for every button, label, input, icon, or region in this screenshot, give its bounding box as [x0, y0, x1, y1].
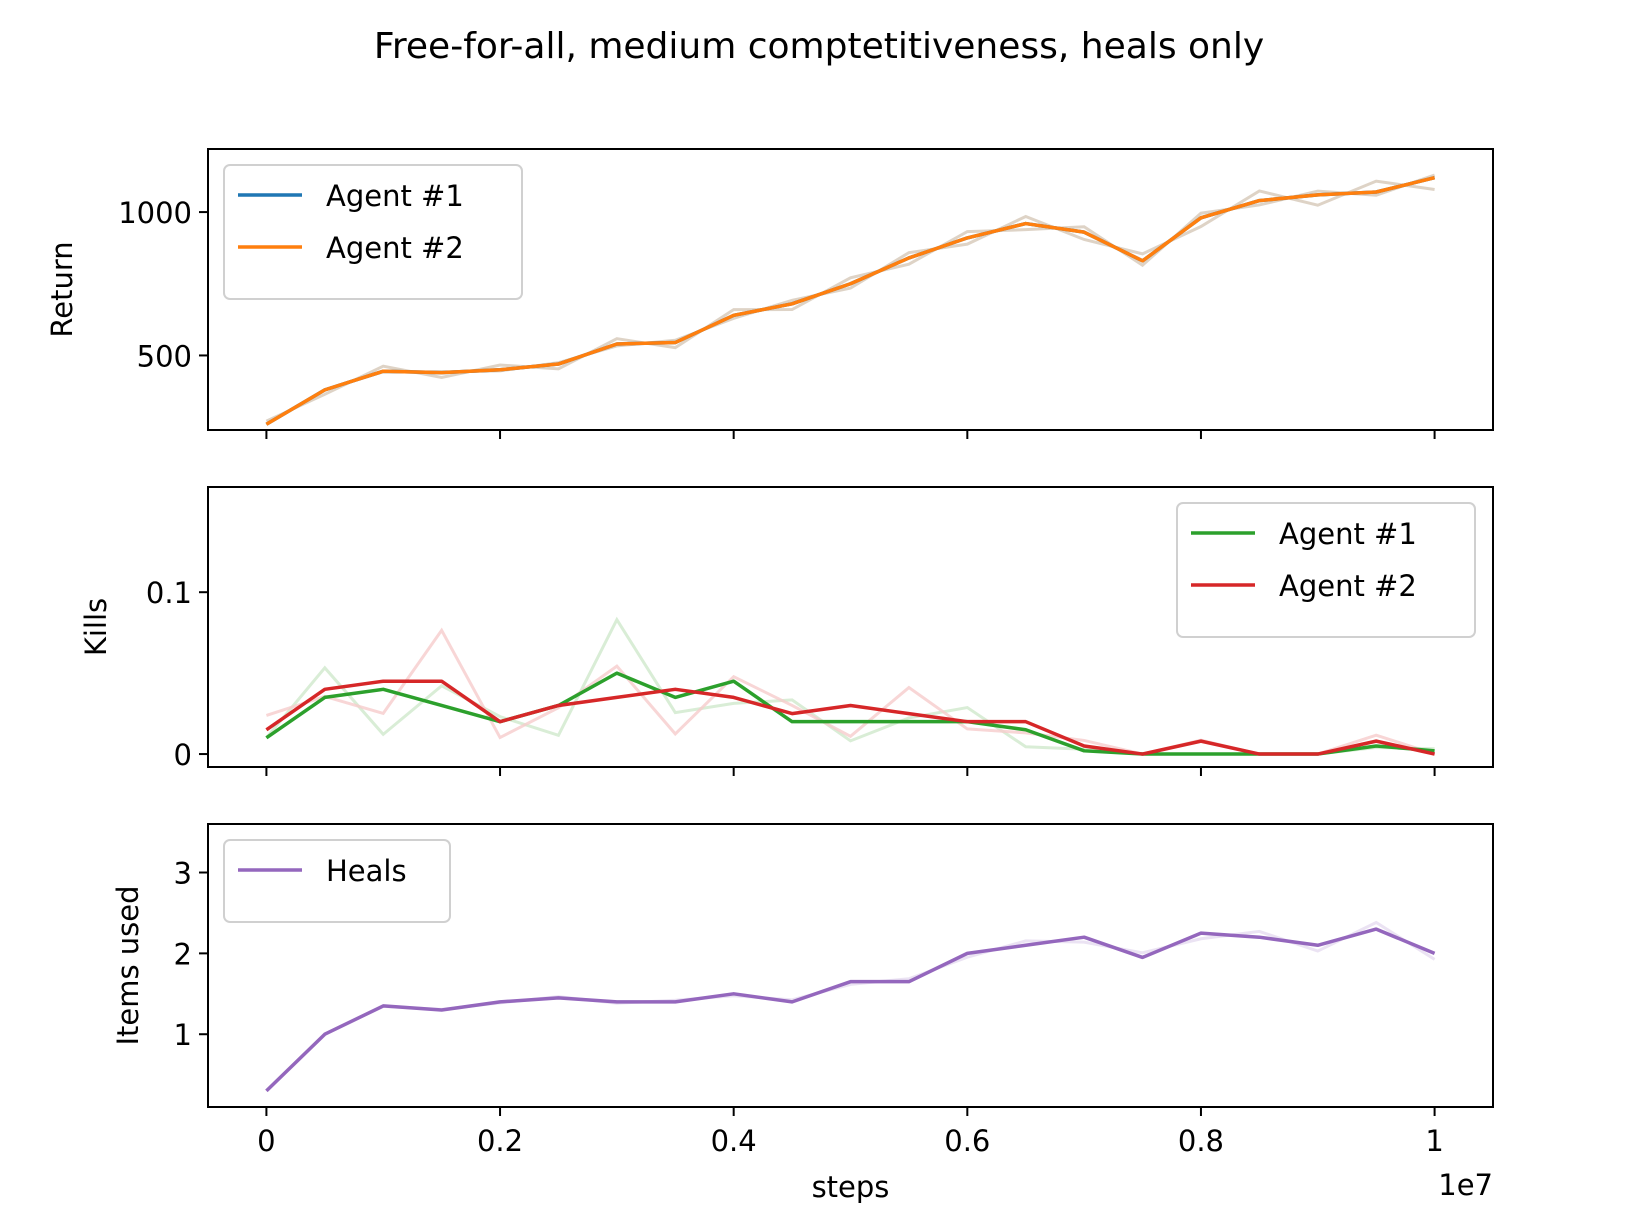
legend: Agent #1 Agent #2: [1176, 502, 1476, 638]
x-tick-label: 0.2: [477, 1124, 523, 1158]
series-raw-line: [265, 627, 1436, 756]
legend-label: Agent #2: [326, 231, 464, 265]
x-tick-label: 0.8: [1178, 1124, 1224, 1158]
x-tick-label: 0: [257, 1124, 275, 1158]
y-tick-label: 2: [174, 937, 192, 971]
axes-frame: [207, 148, 1494, 431]
legend-label: Agent #1: [326, 179, 464, 213]
legend-label: Heals: [326, 854, 407, 888]
x-scale-label: 1e7: [1438, 1168, 1493, 1202]
plot-area: [265, 616, 1436, 756]
legend-label: Agent #1: [1279, 517, 1417, 551]
x-axis-label: steps: [812, 1170, 890, 1204]
series-raw-line: [265, 616, 1435, 756]
plot-area: [265, 920, 1436, 1093]
panels: 500 1000 Return Agent #1 Agent #2 0 0.1 Kills Ag…: [45, 148, 1494, 1204]
axes-frame: [207, 823, 1494, 1108]
x-tick-label: 1: [1425, 1124, 1443, 1158]
y-tick-label: 1000: [118, 196, 192, 230]
panel-bottom: 1 2 3 0 0.2 0.4 0.6 0.8 1 Items used steps 1e7 Heals: [111, 823, 1494, 1204]
x-tick-label: 0.4: [711, 1124, 757, 1158]
legend: Heals: [223, 839, 451, 923]
series-line-2: [265, 679, 1435, 756]
axes-frame: [207, 486, 1494, 768]
panel-middle: 0 0.1 Kills Agent #1 Agent #2: [79, 486, 1494, 776]
legend-label: Agent #2: [1279, 569, 1417, 603]
y-tick-label: 0.1: [146, 576, 192, 610]
y-axis-label: Return: [45, 241, 79, 337]
panel-top: 500 1000 Return Agent #1 Agent #2: [45, 148, 1494, 439]
y-tick-label: 3: [174, 857, 192, 891]
y-tick-label: 0: [174, 738, 192, 772]
y-axis-label: Kills: [79, 598, 113, 656]
x-tick-label: 0.6: [944, 1124, 990, 1158]
series-raw-line: [265, 920, 1436, 1092]
figure-title: Free-for-all, medium comptetitiveness, h…: [374, 26, 1264, 67]
legend: Agent #1 Agent #2: [223, 164, 523, 300]
y-tick-label: 1: [174, 1018, 192, 1052]
y-tick-label: 500: [137, 339, 192, 373]
legend-box: [223, 839, 451, 923]
y-axis-label: Items used: [111, 885, 145, 1045]
plot-area: [265, 173, 1436, 426]
legend-box: [1176, 502, 1476, 638]
legend-box: [223, 164, 523, 300]
